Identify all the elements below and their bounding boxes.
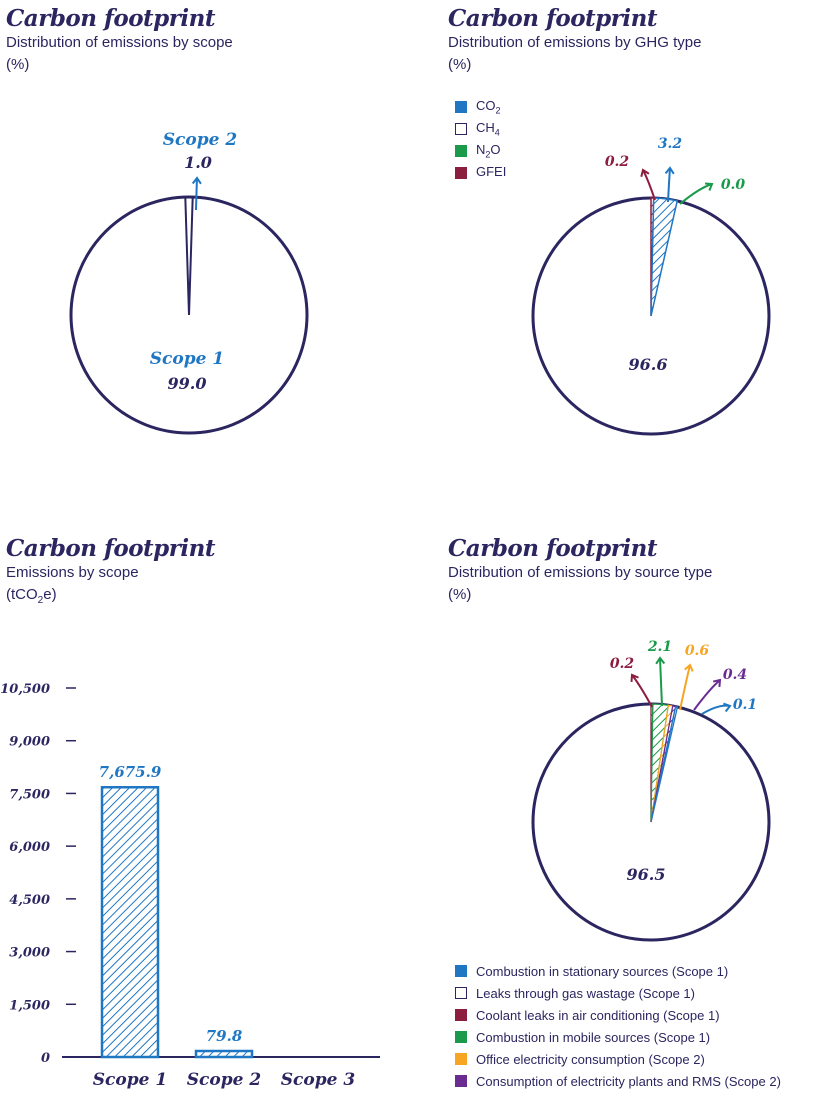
legend-item: GFEI: [455, 162, 506, 184]
legend-swatch: [455, 1031, 467, 1043]
legend-item: Consumption of electricity plants and RM…: [455, 1070, 781, 1092]
y-tick-label: 7,500: [9, 787, 50, 802]
legend-swatch: [455, 965, 467, 977]
legend-label: N2O: [476, 142, 501, 160]
label-arrow-coolant-head: [630, 673, 639, 683]
slice-value-ch4: 96.6: [629, 355, 668, 374]
panel-title: Carbon footprint: [6, 5, 215, 32]
legend-swatch: [455, 1053, 467, 1065]
panel-unit: (%): [448, 586, 472, 603]
legend-source: Combustion in stationary sources (Scope …: [455, 960, 781, 1092]
legend-swatch: [455, 101, 467, 113]
bar-scope-2: [194, 1049, 254, 1059]
x-tick-label: Scope 3: [281, 1070, 356, 1090]
slice-value: 99.0: [168, 374, 207, 393]
label-arrow-plants: [693, 679, 721, 711]
legend-swatch: [455, 167, 467, 179]
legend-label: Leaks through gas wastage (Scope 1): [476, 985, 695, 1001]
label-arrow-plants-head: [712, 678, 722, 688]
panel-title: Carbon footprint: [448, 5, 657, 32]
x-tick-label: Scope 1: [93, 1070, 167, 1090]
slice-value: 0.2: [610, 656, 635, 672]
panel-unit: (%): [6, 56, 30, 73]
x-tick-label: Scope 2: [187, 1070, 262, 1090]
y-tick-label: 10,500: [0, 682, 50, 697]
pie-slice-stationary: [650, 705, 679, 823]
label-arrow-n2o-head: [704, 182, 714, 191]
legend-item: Combustion in stationary sources (Scope …: [455, 960, 781, 982]
legend-swatch: [455, 987, 467, 999]
legend-item: CO2: [455, 96, 506, 118]
legend-swatch: [455, 1075, 467, 1087]
label-arrow-co2: [667, 167, 671, 203]
slice-value-n2o: 0.0: [721, 177, 746, 193]
y-tick-label: 1,500: [9, 998, 50, 1013]
slice-value-co2: 3.2: [658, 136, 683, 152]
panel-source-pie: Carbon footprint Distribution of emissio…: [448, 536, 828, 606]
legend-swatch: [455, 145, 467, 157]
panel-title: Carbon footprint: [448, 535, 657, 562]
legend-ghg: CO2 CH4 N2O GFEI: [455, 96, 506, 184]
label-arrow-scope-2: [195, 177, 198, 211]
panel-unit: (%): [448, 56, 472, 73]
legend-label: Office electricity consumption (Scope 2): [476, 1051, 705, 1067]
legend-item: N2O: [455, 140, 506, 162]
slice-value: 2.1: [647, 639, 672, 655]
label-arrow-office: [679, 664, 691, 711]
slice-value: 0.1: [733, 697, 757, 713]
panel-title: Carbon footprint: [6, 535, 215, 562]
slice-value-gfei: 0.2: [605, 154, 630, 170]
panel-subtitle: Distribution of emissions by GHG type: [448, 34, 702, 51]
pie-slice-scope-2: [184, 195, 194, 316]
panel-scope-bar: Carbon footprint Emissions by scope (tCO…: [6, 536, 406, 612]
panel-subtitle: Distribution of emissions by source type: [448, 564, 713, 581]
slice-value: 1.0: [184, 153, 212, 172]
slice-value: 0.4: [723, 667, 747, 683]
y-tick-label: 3,000: [9, 946, 50, 961]
y-tick-label: 9,000: [9, 735, 50, 750]
label-arrow-office-head: [684, 663, 694, 672]
legend-item: Office electricity consumption (Scope 2): [455, 1048, 781, 1070]
y-tick-label: 6,000: [9, 840, 50, 855]
legend-swatch: [455, 123, 467, 135]
label-arrow-mobile: [659, 657, 663, 707]
slice-label: Scope 1: [150, 349, 224, 369]
legend-item: Combustion in mobile sources (Scope 1): [455, 1026, 781, 1048]
slice-value: 0.6: [685, 643, 710, 659]
legend-item: CH4: [455, 118, 506, 140]
label-arrow-mobile-head: [655, 656, 666, 665]
legend-label: Combustion in stationary sources (Scope …: [476, 963, 729, 979]
legend-label: GFEI: [476, 164, 507, 180]
legend-label: Combustion in mobile sources (Scope 1): [476, 1029, 711, 1045]
panel-subtitle: Distribution of emissions by scope: [6, 34, 233, 51]
y-tick-label: 4,500: [9, 893, 50, 908]
label-arrow-co2-head: [664, 166, 675, 175]
bar-scope-1: [100, 785, 160, 1059]
label-arrow-gfei-head: [640, 168, 650, 178]
legend-label: Consumption of electricity plants and RM…: [476, 1073, 781, 1089]
y-tick-label: 0: [41, 1051, 50, 1066]
legend-swatch: [455, 1009, 467, 1021]
legend-label: CH4: [476, 120, 500, 138]
slice-label: Scope 2: [163, 130, 238, 150]
panel-scope-pie: Carbon footprint Distribution of emissio…: [6, 6, 406, 76]
slice-value: 96.5: [627, 865, 666, 884]
label-arrow-coolant: [631, 674, 653, 708]
legend-label: CO2: [476, 98, 501, 116]
panel-subtitle: Emissions by scope: [6, 564, 139, 581]
label-arrow-stationary-head: [723, 702, 732, 713]
legend-item: Coolant leaks in air conditioning (Scope…: [455, 1004, 781, 1026]
panel-unit: (tCO2e): [6, 586, 57, 606]
legend-label: Coolant leaks in air conditioning (Scope…: [476, 1007, 720, 1023]
legend-item: Leaks through gas wastage (Scope 1): [455, 982, 781, 1004]
panel-ghg-pie: Carbon footprint Distribution of emissio…: [448, 6, 828, 76]
bar-value-label: 7,675.9: [99, 763, 162, 781]
bar-value-label: 79.8: [206, 1027, 243, 1045]
label-arrow-scope-2-head: [191, 176, 202, 185]
